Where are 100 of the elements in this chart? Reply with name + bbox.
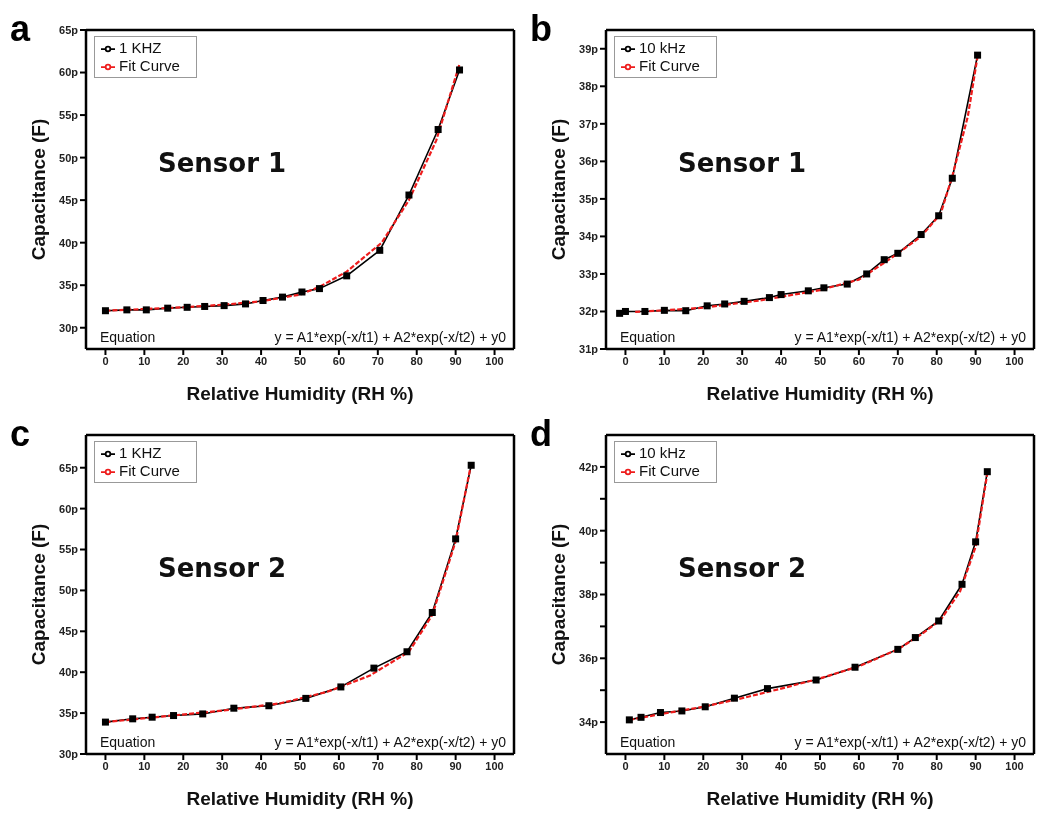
point [452, 535, 460, 543]
point [935, 212, 943, 220]
annotation: Sensor 2 [158, 553, 287, 583]
x-tick-label: 0 [622, 759, 629, 772]
point [278, 293, 286, 301]
x-tick-label: 70 [891, 759, 904, 772]
point [343, 272, 351, 280]
point [804, 287, 812, 295]
point [974, 51, 982, 59]
point [164, 304, 172, 312]
point [935, 617, 943, 625]
y-tick-label: 34p [579, 716, 599, 729]
point [972, 538, 980, 546]
point [298, 288, 306, 296]
point [958, 580, 966, 588]
point [183, 303, 191, 311]
point [376, 246, 384, 254]
x-axis-title: Relative Humidity (RH %) [186, 788, 414, 810]
y-tick-label: 35p [59, 707, 79, 720]
x-tick-label: 100 [485, 759, 504, 772]
x-tick-label: 90 [969, 354, 982, 367]
annotation: y = A1*exp(-x/t1) + A2*exp(-x/t2) + y0 [794, 329, 1026, 345]
point [405, 191, 413, 199]
y-tick-label: 35p [579, 192, 599, 205]
point [201, 302, 209, 310]
point [315, 285, 323, 293]
point [812, 676, 820, 684]
x-tick-label: 80 [410, 759, 423, 772]
point [660, 306, 668, 314]
x-tick-label: 40 [254, 354, 268, 367]
point [625, 716, 633, 724]
annotation: y = A1*exp(-x/t1) + A2*exp(-x/t2) + y0 [274, 329, 506, 345]
x-tick-label: 10 [658, 354, 671, 367]
point [703, 302, 711, 310]
annotation: Sensor 1 [158, 148, 287, 178]
point [983, 468, 991, 476]
point [777, 291, 785, 299]
x-axis-title: Relative Humidity (RH %) [186, 383, 414, 405]
x-tick-label: 20 [177, 759, 190, 772]
y-tick-label: 38p [579, 80, 599, 93]
point [880, 256, 888, 264]
y-tick-label: 33p [579, 267, 599, 280]
x-tick-label: 90 [969, 759, 982, 772]
x-tick-label: 80 [930, 354, 943, 367]
annotation: Equation [100, 329, 156, 345]
point [456, 66, 464, 74]
point [434, 126, 442, 134]
annotation: Equation [620, 734, 676, 750]
x-tick-label: 60 [852, 759, 866, 772]
x-axis-title: Relative Humidity (RH %) [706, 788, 934, 810]
y-tick-label: 40p [579, 524, 599, 537]
y-axis-title: Capacitance (F) [547, 118, 569, 261]
point [467, 461, 475, 469]
x-tick-label: 40 [774, 354, 788, 367]
x-tick-label: 0 [102, 354, 109, 367]
x-tick-label: 20 [177, 354, 190, 367]
point [843, 280, 851, 288]
x-tick-label: 20 [697, 354, 710, 367]
annotation: y = A1*exp(-x/t1) + A2*exp(-x/t2) + y0 [794, 734, 1026, 750]
y-tick-label: 30p [59, 747, 79, 760]
x-tick-label: 70 [891, 354, 904, 367]
y-axis-title: Capacitance (F) [547, 523, 569, 666]
point [370, 664, 378, 672]
point [101, 718, 109, 726]
point [302, 694, 310, 702]
point [740, 297, 748, 305]
x-tick-label: 80 [410, 354, 423, 367]
annotation: Equation [100, 734, 156, 750]
x-tick-label: 30 [736, 759, 749, 772]
point [148, 713, 156, 721]
point [337, 683, 345, 691]
x-tick-label: 60 [852, 354, 866, 367]
legend-label: 1 KHZ [119, 39, 162, 56]
x-tick-label: 10 [658, 759, 671, 772]
point [656, 709, 664, 717]
point [851, 663, 859, 671]
y-tick-label: 34p [579, 230, 599, 243]
annotation: y = A1*exp(-x/t1) + A2*exp(-x/t2) + y0 [274, 734, 506, 750]
annotation: Equation [620, 329, 676, 345]
x-tick-label: 50 [293, 759, 307, 772]
point [641, 307, 649, 315]
y-tick-label: 32p [579, 305, 599, 318]
point [763, 685, 771, 693]
point [621, 307, 629, 315]
point [682, 307, 690, 315]
legend-label: Fit Curve [119, 462, 180, 479]
y-tick-label: 31p [579, 342, 599, 355]
point [242, 300, 250, 308]
legend-label: Fit Curve [639, 462, 700, 479]
y-tick-label: 30p [59, 321, 79, 334]
x-tick-label: 100 [1005, 759, 1024, 772]
x-tick-label: 100 [1005, 354, 1024, 367]
x-tick-label: 50 [813, 759, 827, 772]
point [637, 713, 645, 721]
x-tick-label: 40 [774, 759, 788, 772]
y-axis-title: Capacitance (F) [27, 523, 49, 666]
x-tick-label: 30 [216, 354, 229, 367]
point [142, 306, 150, 314]
point [403, 648, 411, 656]
chart-title: c [10, 413, 31, 455]
